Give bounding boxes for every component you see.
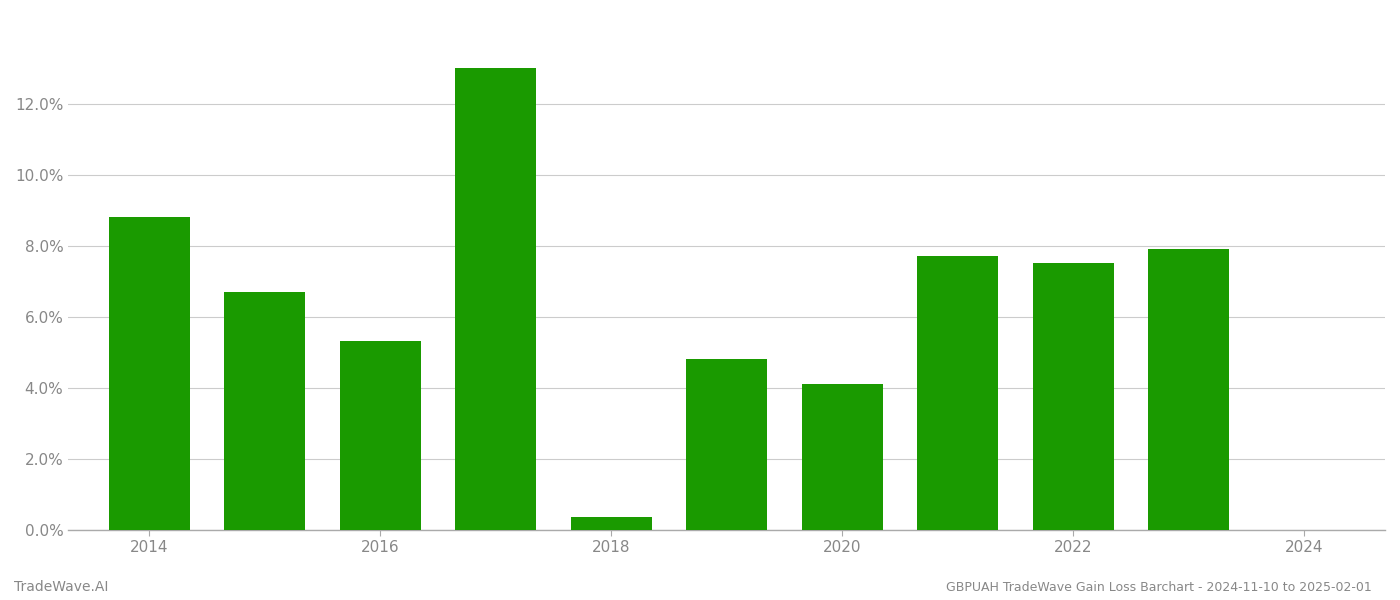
Bar [686,359,767,530]
Bar [455,68,536,530]
Bar [917,256,998,530]
Bar [224,292,305,530]
Bar [1148,249,1229,530]
Text: TradeWave.AI: TradeWave.AI [14,580,108,594]
Bar [340,341,420,530]
Bar [802,384,882,530]
Bar [109,217,189,530]
Text: GBPUAH TradeWave Gain Loss Barchart - 2024-11-10 to 2025-02-01: GBPUAH TradeWave Gain Loss Barchart - 20… [946,581,1372,594]
Bar [1033,263,1113,530]
Bar [571,517,651,530]
